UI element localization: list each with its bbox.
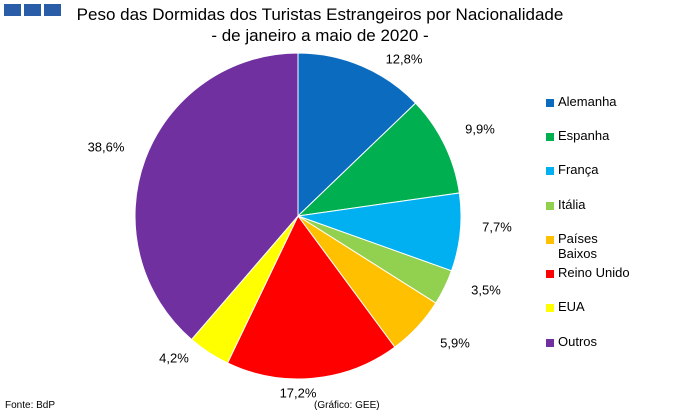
legend-label: Países Baixos (558, 231, 598, 261)
legend-label: Alemanha (558, 94, 617, 109)
legend-swatch (546, 202, 554, 210)
legend: Alemanha Espanha França Itália Países Baixos R… (546, 94, 630, 349)
pie-slice-reino-unido (226, 215, 396, 380)
data-label: 3,5% (471, 282, 501, 297)
data-label: 38,6% (88, 139, 125, 154)
data-label: 7,7% (482, 219, 512, 234)
pie-slice-espanha (296, 102, 460, 217)
source-note: Fonte: BdP (5, 400, 56, 411)
logo-square-icon (4, 4, 21, 16)
legend-label: Outros (558, 334, 598, 349)
logo (4, 4, 61, 16)
legend-label: Itália (558, 197, 586, 212)
legend-swatch (546, 167, 554, 175)
legend-swatch (546, 133, 554, 141)
chart-subtitle: - de janeiro a maio de 2020 - (211, 26, 429, 45)
chart-title: Peso das Dormidas dos Turistas Estrangei… (76, 5, 564, 24)
legend-label: EUA (558, 299, 585, 314)
legend-swatch (546, 236, 554, 244)
data-label: 17,2% (280, 385, 317, 400)
legend-label: França (558, 162, 599, 177)
logo-square-icon (44, 4, 61, 16)
data-labels: 12,8% 9,9% 7,7% 3,5% 5,9% 17,2% 4,2% 38,6% (88, 51, 513, 400)
legend-swatch (546, 270, 554, 278)
pie-slice-outros (134, 52, 299, 341)
pie-slices (134, 52, 462, 380)
legend-label: Reino Unido (558, 265, 630, 280)
data-label: 12,8% (386, 51, 423, 66)
logo-square-icon (24, 4, 41, 16)
chart-credit: (Gráfico: GEE) (314, 400, 380, 411)
data-label: 4,2% (159, 350, 189, 365)
legend-label: Espanha (558, 128, 610, 143)
legend-swatch (546, 304, 554, 312)
pie-slice-alemanha (297, 52, 417, 218)
data-label: 9,9% (465, 121, 495, 136)
legend-swatch (546, 99, 554, 107)
legend-swatch (546, 339, 554, 347)
data-label: 5,9% (440, 335, 470, 350)
